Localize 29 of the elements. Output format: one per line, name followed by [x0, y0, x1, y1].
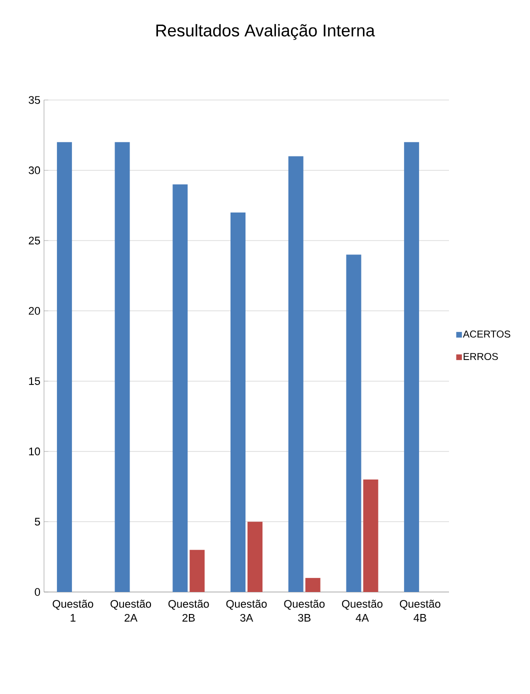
bar — [288, 156, 304, 592]
bar — [247, 522, 262, 592]
x-tick-label: Questão 3A — [226, 600, 267, 622]
x-tick-label: Questão 3B — [284, 600, 325, 622]
y-tick-label: 35 — [28, 96, 40, 104]
y-tick-label: 30 — [28, 166, 40, 174]
bar — [363, 480, 378, 592]
y-tick-label: 10 — [29, 448, 40, 456]
bar — [305, 578, 320, 592]
bar — [172, 184, 188, 592]
bar — [114, 142, 130, 592]
x-tick-label: Questão 2B — [168, 600, 209, 622]
bar — [404, 142, 420, 592]
y-tick-label: 20 — [28, 306, 40, 315]
x-tick-label: Questão 1 — [52, 600, 94, 622]
bar — [190, 550, 205, 592]
legend-label: ACERTOS — [462, 330, 510, 338]
y-tick-label: 0 — [34, 588, 40, 596]
y-tick-label: 5 — [34, 518, 40, 526]
x-tick-label: Questão 2A — [110, 600, 152, 622]
x-tick-label: Questão 4A — [342, 600, 382, 622]
y-tick-label: 25 — [28, 236, 40, 244]
bar — [230, 212, 246, 592]
bar — [346, 254, 362, 592]
legend-label: ERROS — [464, 353, 498, 360]
chart-title: Resultados Avaliação Interna — [156, 24, 375, 40]
y-tick-label: 15 — [29, 377, 40, 385]
bar — [56, 142, 72, 592]
x-tick-label: Questão 4B — [400, 600, 440, 622]
